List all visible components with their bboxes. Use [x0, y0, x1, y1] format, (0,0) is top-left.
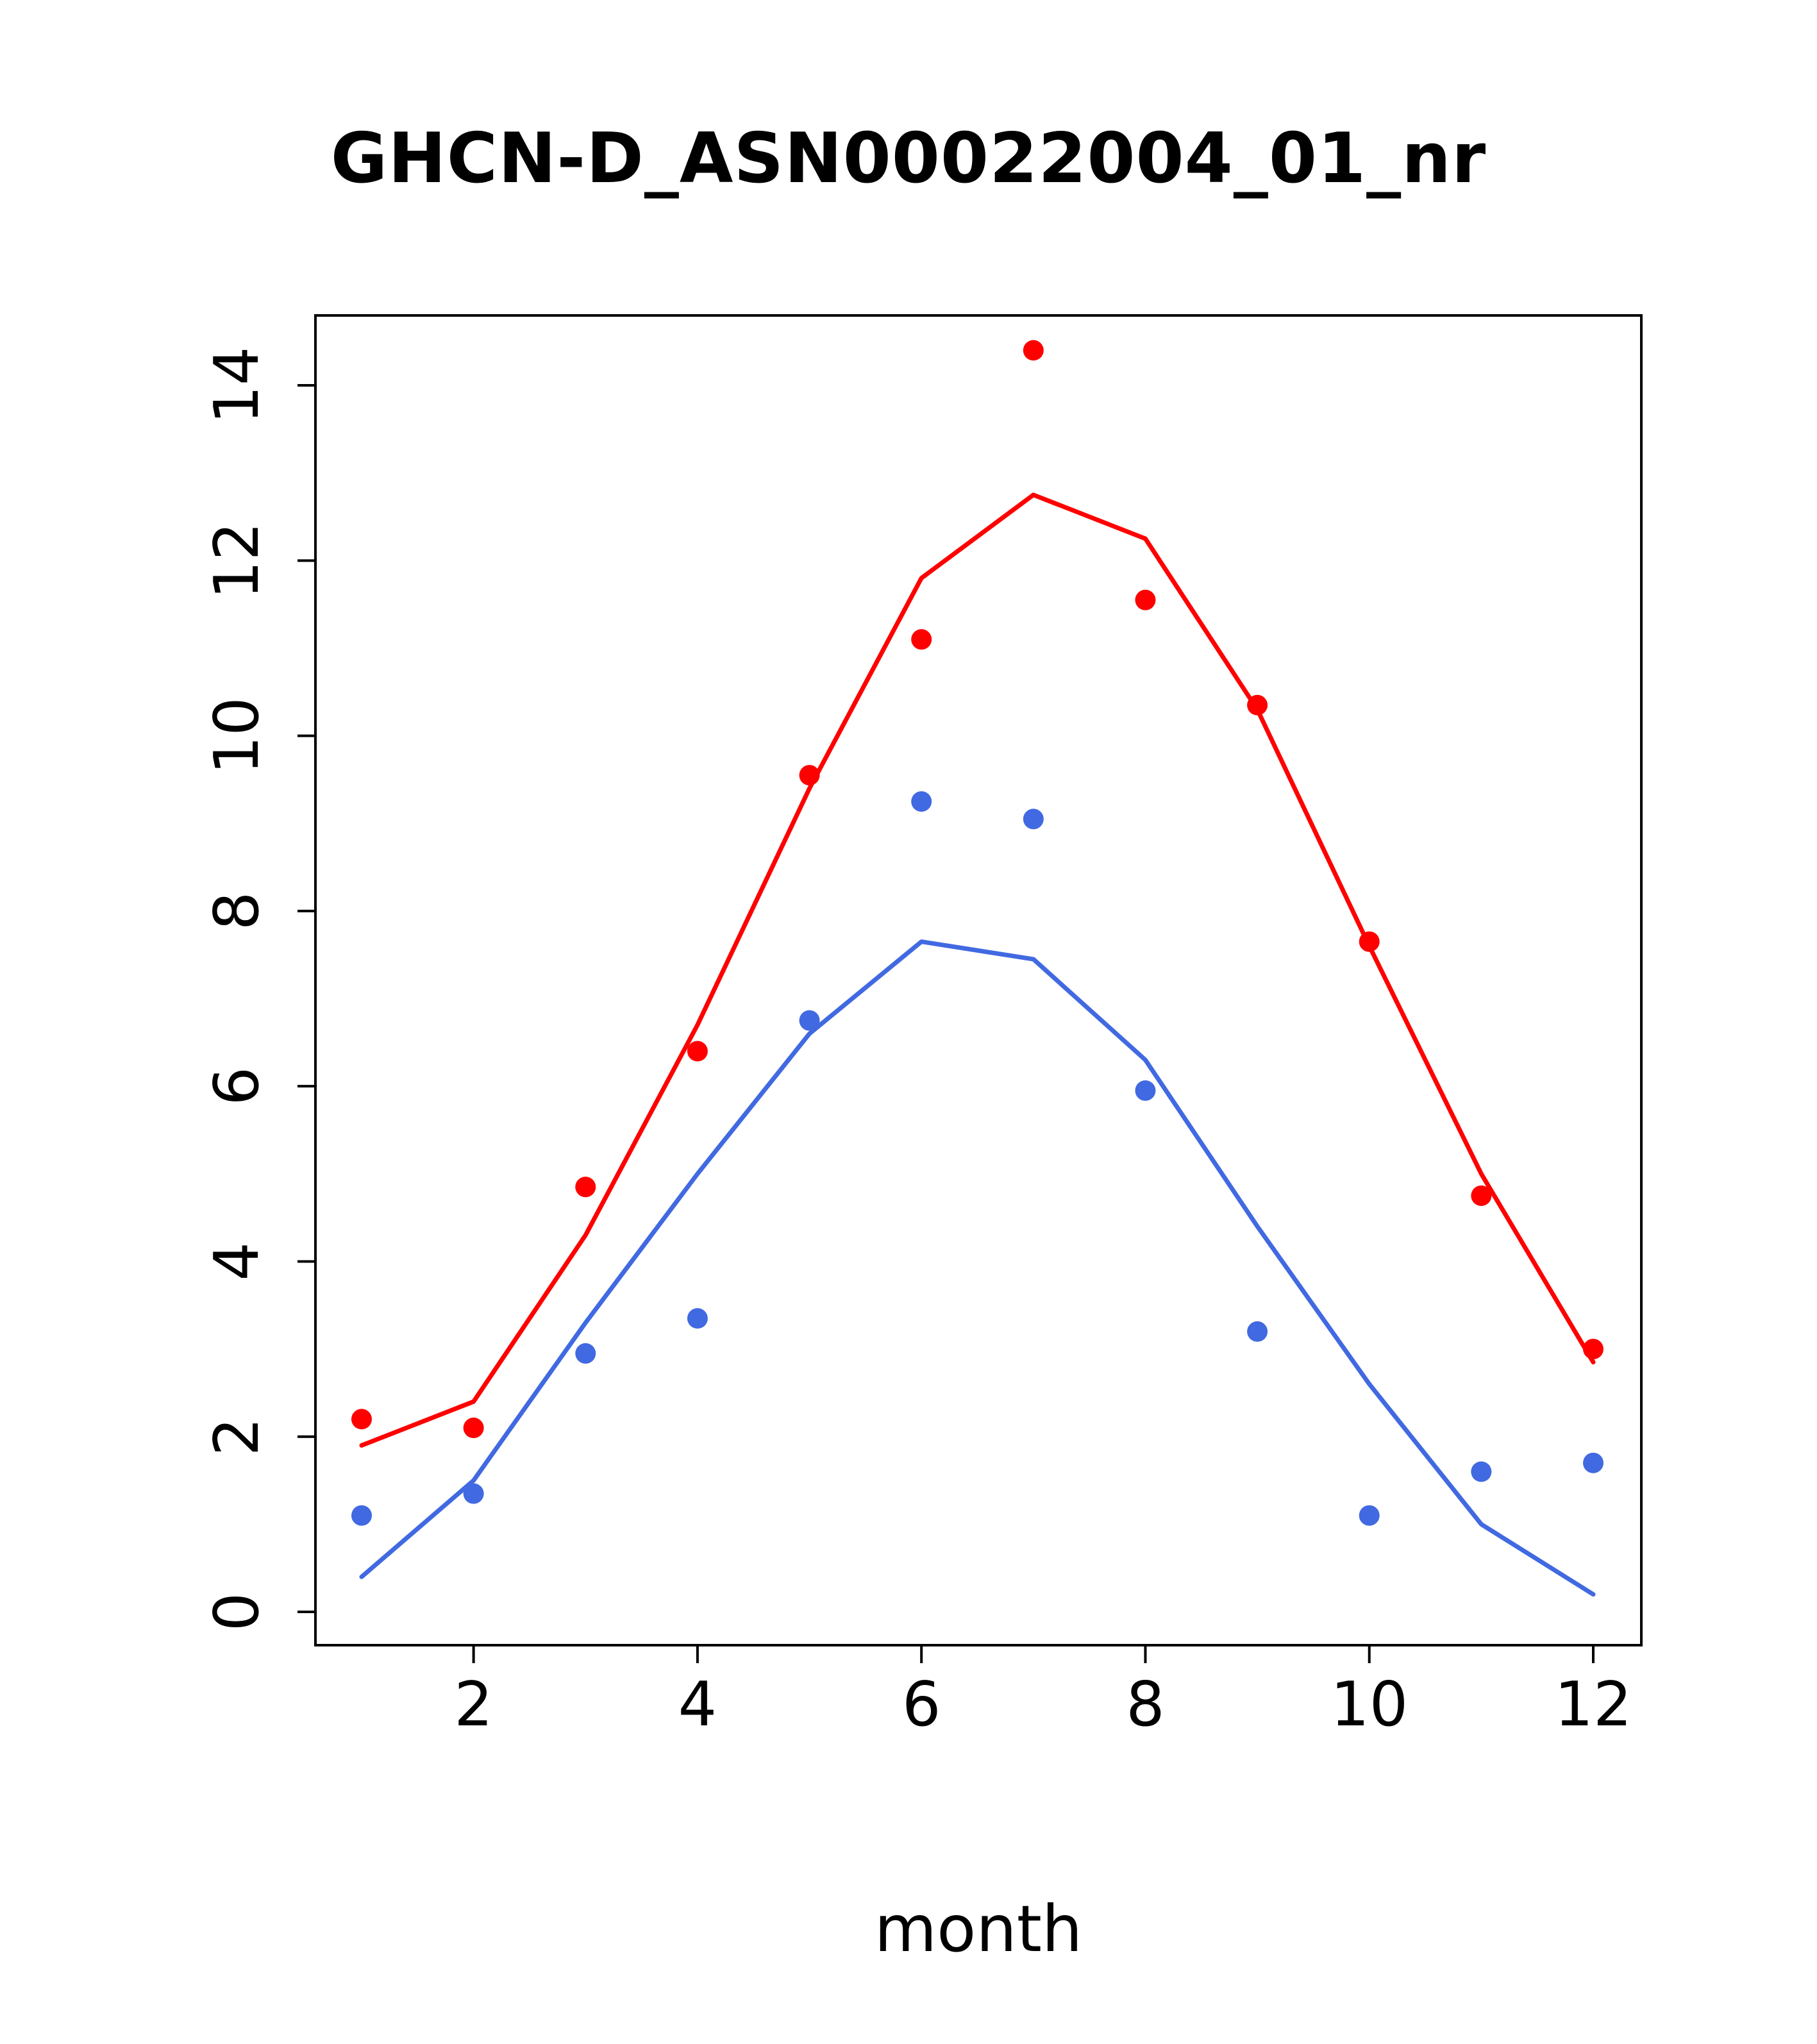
red-points-marker — [799, 765, 820, 786]
red-points-marker — [1583, 1339, 1603, 1360]
y-tick-label: 12 — [202, 522, 272, 599]
red-points-marker — [463, 1418, 484, 1439]
red-points-marker — [1247, 694, 1268, 716]
y-tick-label: 8 — [202, 892, 272, 930]
blue-points-marker — [463, 1483, 484, 1504]
blue-points-marker — [1023, 808, 1044, 830]
red-points-marker — [1023, 340, 1044, 361]
red-points-marker — [687, 1041, 708, 1062]
blue-points-marker — [1135, 1080, 1156, 1101]
blue-points-marker — [575, 1343, 596, 1364]
y-tick-label: 2 — [202, 1417, 272, 1455]
y-tick-label: 0 — [202, 1593, 272, 1631]
x-tick-label: 6 — [902, 1670, 941, 1740]
x-tick-label: 12 — [1555, 1670, 1632, 1740]
plot-box — [314, 314, 1643, 1646]
blue-points-marker — [1471, 1461, 1492, 1482]
blue-line — [359, 939, 1596, 1597]
x-tick-label: 8 — [1126, 1670, 1164, 1740]
red-points-marker — [1135, 589, 1156, 610]
blue-points-marker — [351, 1505, 372, 1526]
blue-points-marker — [1247, 1321, 1268, 1342]
y-tick-label: 4 — [202, 1242, 272, 1280]
x-tick-label: 10 — [1330, 1670, 1408, 1740]
blue-points-marker — [799, 1010, 820, 1031]
red-points-marker — [351, 1409, 372, 1430]
y-tick-label: 14 — [202, 347, 272, 424]
blue-points-marker — [687, 1308, 708, 1329]
y-tick-label: 6 — [202, 1067, 272, 1105]
x-tick-label: 4 — [678, 1670, 717, 1740]
x-axis-label: month — [874, 1891, 1083, 1966]
red-line — [359, 492, 1596, 1448]
blue-points-marker — [1583, 1452, 1603, 1473]
blue-points-marker — [911, 791, 932, 812]
y-tick-label: 10 — [202, 697, 272, 775]
red-points-marker — [911, 629, 932, 650]
blue-points-marker — [1359, 1505, 1380, 1526]
red-points-marker — [575, 1177, 596, 1198]
chart-title: GHCN-D_ASN00022004_01_nr — [330, 119, 1487, 199]
x-tick-label: 2 — [454, 1670, 492, 1740]
red-points-marker — [1359, 931, 1380, 952]
red-points-marker — [1471, 1185, 1492, 1206]
